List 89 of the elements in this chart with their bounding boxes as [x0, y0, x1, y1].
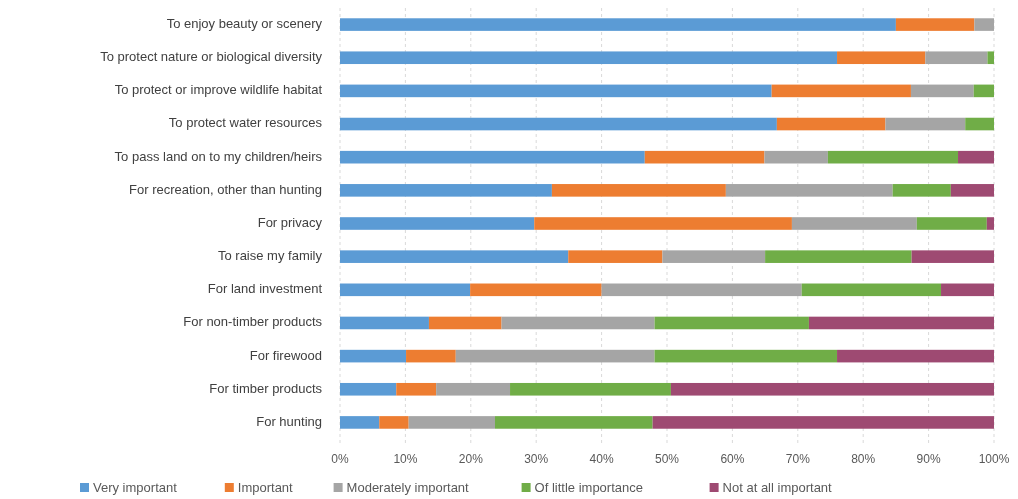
bar [340, 217, 535, 230]
bar [885, 117, 966, 131]
bar [974, 18, 994, 31]
x-tick-label: 30% [524, 452, 549, 466]
y-tick-label: For hunting [256, 413, 322, 429]
bar [941, 283, 994, 297]
bar [670, 382, 994, 396]
bar [340, 51, 838, 65]
bar [340, 84, 772, 98]
y-tick-label: To protect nature or biological diversity [100, 49, 323, 65]
bar [340, 150, 645, 164]
bar [771, 84, 911, 98]
bar [950, 184, 994, 197]
y-tick-label: For firewood [249, 347, 322, 363]
x-tick-label: 0% [331, 452, 349, 466]
bar [340, 382, 397, 396]
bar [379, 416, 409, 429]
bar [601, 283, 802, 297]
bar [340, 117, 777, 131]
bar [837, 51, 926, 65]
bar [916, 217, 987, 230]
y-tick-label: For non-timber products [183, 314, 323, 330]
bar [837, 349, 994, 363]
bar [725, 184, 893, 197]
bar [910, 84, 974, 98]
bar [986, 217, 994, 230]
bar [827, 150, 959, 164]
bar [340, 349, 407, 363]
bar [510, 382, 671, 396]
bar [965, 117, 994, 131]
y-tick-label: For timber products [209, 380, 323, 396]
x-tick-label: 20% [458, 452, 484, 466]
bar [406, 349, 456, 363]
bar [568, 250, 663, 263]
x-tick-label: 90% [916, 452, 941, 466]
bar [765, 250, 912, 263]
legend-label: Not at all important [722, 479, 833, 495]
x-tick-label: 100% [978, 452, 1010, 466]
x-tick-label: 60% [720, 452, 745, 466]
bar [958, 150, 994, 164]
bar [408, 416, 495, 429]
bar [340, 316, 429, 330]
bar [534, 217, 792, 230]
y-tick-label: For recreation, other than hunting [129, 181, 322, 197]
bar [764, 150, 828, 164]
bar [654, 316, 809, 330]
legend-label: Moderately important [346, 479, 470, 495]
y-tick-label: To pass land on to my children/heirs [114, 148, 323, 164]
bar [925, 51, 988, 65]
y-tick-label: To raise my family [217, 248, 323, 264]
bar [808, 316, 994, 330]
bar [396, 382, 437, 396]
legend-label: Very important [93, 479, 178, 495]
x-tick-label: 80% [851, 452, 876, 466]
y-tick-label: To enjoy beauty or scenery [166, 16, 323, 32]
x-tick-label: 10% [393, 452, 418, 466]
bar [340, 184, 552, 197]
bar [340, 250, 569, 263]
bar [801, 283, 942, 297]
bar [895, 18, 975, 31]
x-tick-label: 50% [654, 452, 680, 466]
bar [791, 217, 917, 230]
y-tick-label: To protect water resources [168, 115, 323, 131]
legend-label: Important [237, 479, 294, 495]
bar [470, 283, 602, 297]
x-tick-label: 40% [589, 452, 614, 466]
bar [551, 184, 726, 197]
bar [501, 316, 655, 330]
bar [776, 117, 886, 131]
bar [340, 18, 896, 31]
bar [455, 349, 655, 363]
bar [428, 316, 502, 330]
legend-label: Of little importance [534, 479, 643, 495]
bar [911, 250, 994, 263]
x-tick-label: 70% [785, 452, 811, 466]
bar [662, 250, 766, 263]
bar [652, 416, 994, 429]
y-tick-label: For land investment [207, 281, 323, 297]
bar [654, 349, 838, 363]
bar [340, 416, 380, 429]
bar [973, 84, 994, 98]
y-tick-label: For privacy [257, 214, 323, 230]
bar [436, 382, 511, 396]
y-tick-label: To protect or improve wildlife habitat [114, 82, 323, 98]
bar [340, 283, 471, 297]
bar [644, 150, 765, 164]
bar [892, 184, 951, 197]
bar [987, 51, 994, 65]
bar [495, 416, 653, 429]
